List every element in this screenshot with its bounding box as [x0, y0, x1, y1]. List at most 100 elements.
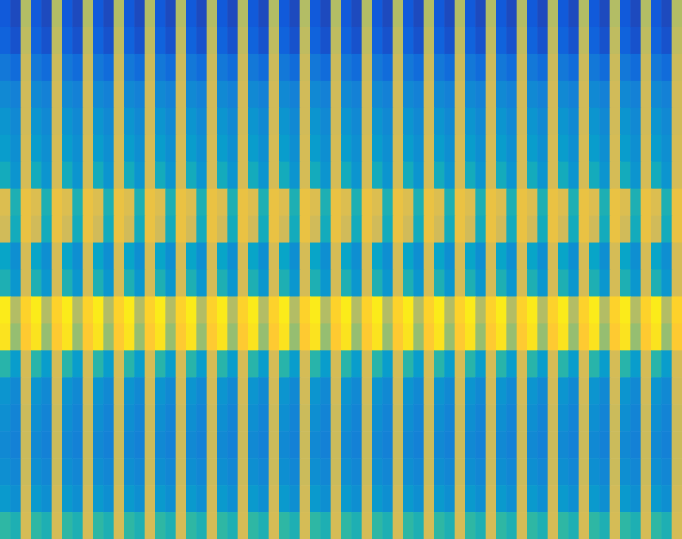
cell [486, 243, 497, 271]
cell [506, 189, 517, 217]
cell [165, 216, 176, 244]
cell [661, 189, 672, 217]
cell [31, 512, 42, 539]
cell [558, 404, 569, 432]
cell [517, 377, 528, 405]
cell [341, 216, 352, 244]
cell [372, 54, 383, 82]
cell [31, 404, 42, 432]
cell [207, 323, 218, 351]
cell [155, 0, 166, 28]
cell [558, 431, 569, 459]
cell [0, 323, 11, 351]
cell [72, 431, 83, 459]
cell [331, 108, 342, 136]
cell [0, 216, 11, 244]
cell [248, 108, 259, 136]
cell [10, 243, 21, 271]
cell [62, 377, 73, 405]
cell [393, 243, 404, 271]
cell [227, 135, 238, 163]
cell [248, 27, 259, 55]
cell [269, 323, 280, 351]
cell [227, 81, 238, 109]
cell [331, 485, 342, 513]
cell [661, 0, 672, 28]
cell [630, 81, 641, 109]
cell [558, 512, 569, 539]
cell [134, 485, 145, 513]
cell [41, 512, 52, 539]
cell [672, 404, 682, 432]
cell [382, 323, 393, 351]
cell [630, 512, 641, 539]
cell [145, 135, 156, 163]
cell [424, 0, 435, 28]
cell [134, 458, 145, 486]
cell [21, 458, 32, 486]
cell [579, 296, 590, 324]
cell [568, 485, 579, 513]
cell [72, 512, 83, 539]
cell [300, 162, 311, 190]
cell [227, 458, 238, 486]
cell [217, 54, 228, 82]
cell [93, 0, 104, 28]
cell [72, 270, 83, 298]
cell [455, 189, 466, 217]
cell [186, 323, 197, 351]
cell [424, 350, 435, 378]
cell [434, 270, 445, 298]
cell [93, 485, 104, 513]
cell [62, 27, 73, 55]
cell [227, 27, 238, 55]
cell [486, 216, 497, 244]
cell [620, 512, 631, 539]
cell [599, 512, 610, 539]
cell [610, 431, 621, 459]
cell [651, 27, 662, 55]
cell [289, 27, 300, 55]
cell [413, 162, 424, 190]
cell [134, 270, 145, 298]
cell [413, 323, 424, 351]
cell [465, 162, 476, 190]
cell [506, 377, 517, 405]
cell [279, 431, 290, 459]
cell [21, 108, 32, 136]
cell [269, 431, 280, 459]
cell [310, 243, 321, 271]
cell [93, 458, 104, 486]
cell [165, 323, 176, 351]
cell [403, 27, 414, 55]
cell [661, 512, 672, 539]
cell [124, 243, 135, 271]
cell [661, 108, 672, 136]
cell [672, 350, 682, 378]
cell [10, 323, 21, 351]
cell [486, 27, 497, 55]
cell [568, 162, 579, 190]
cell [475, 189, 486, 217]
cell [599, 108, 610, 136]
cell [155, 431, 166, 459]
cell [155, 458, 166, 486]
cell [341, 431, 352, 459]
cell [382, 27, 393, 55]
cell [62, 296, 73, 324]
cell [93, 377, 104, 405]
cell [517, 404, 528, 432]
cell [434, 458, 445, 486]
cell [320, 27, 331, 55]
cell [155, 296, 166, 324]
cell [196, 404, 207, 432]
cell [320, 270, 331, 298]
cell [641, 350, 652, 378]
cell [300, 296, 311, 324]
cell [83, 350, 94, 378]
cell [537, 350, 548, 378]
cell [320, 377, 331, 405]
cell [599, 162, 610, 190]
cell [413, 243, 424, 271]
cell [599, 458, 610, 486]
